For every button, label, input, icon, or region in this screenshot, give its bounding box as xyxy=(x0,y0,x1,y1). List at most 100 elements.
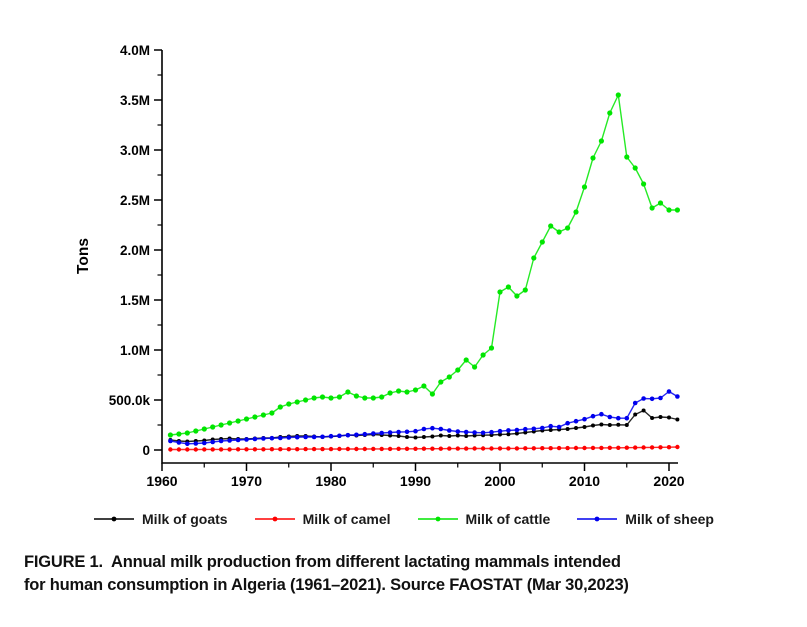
data-point xyxy=(345,389,351,395)
data-point xyxy=(193,428,199,434)
data-point xyxy=(632,400,638,406)
y-tick-label: 1.0M xyxy=(120,343,150,358)
data-point xyxy=(523,426,528,432)
series-milk-of-cattle xyxy=(167,92,681,438)
data-point xyxy=(666,445,672,450)
x-tick-label: 1980 xyxy=(315,473,346,489)
data-point xyxy=(286,435,292,440)
data-point xyxy=(531,255,537,261)
x-tick-label: 1960 xyxy=(146,473,177,489)
data-point xyxy=(379,446,384,452)
data-point xyxy=(624,445,629,450)
data-point xyxy=(328,433,334,439)
data-point xyxy=(421,446,427,451)
chart-legend: Milk of goats Milk of camel Milk of cattle… xyxy=(0,504,807,534)
data-point xyxy=(675,444,680,450)
caption-line-2: for human consumption in Algeria (1961–2… xyxy=(24,576,629,595)
data-point xyxy=(666,389,672,394)
data-point xyxy=(438,426,444,432)
legend-swatch-icon xyxy=(254,516,295,522)
y-tick-label: 1.5M xyxy=(120,293,150,308)
y-tick-label: 500.0k xyxy=(109,393,151,408)
data-point xyxy=(565,420,570,426)
data-point xyxy=(278,447,283,452)
data-point xyxy=(506,432,511,437)
data-point xyxy=(261,447,266,452)
data-point xyxy=(396,388,402,394)
data-point xyxy=(624,415,630,421)
legend-swatch-icon xyxy=(577,516,618,522)
data-point xyxy=(590,155,596,161)
data-point xyxy=(396,446,401,451)
data-point xyxy=(218,422,224,428)
caption-line-1: FIGURE 1. Annual milk production from di… xyxy=(24,553,621,571)
data-point xyxy=(210,447,215,452)
data-point xyxy=(210,424,216,430)
data-point xyxy=(168,447,173,452)
data-point xyxy=(556,445,562,451)
data-point xyxy=(438,433,443,438)
y-tick-label: 2.0M xyxy=(120,243,150,258)
data-point xyxy=(438,446,443,451)
data-point xyxy=(590,413,596,419)
data-point xyxy=(176,440,182,445)
y-tick-label: 3.5M xyxy=(120,93,150,108)
data-point xyxy=(498,432,502,437)
data-point xyxy=(412,387,419,393)
data-point xyxy=(446,374,452,380)
data-point xyxy=(632,165,638,171)
data-point xyxy=(573,209,579,215)
data-point xyxy=(269,435,275,441)
data-point xyxy=(464,434,469,438)
data-point xyxy=(565,225,571,231)
legend-swatch-icon xyxy=(417,516,458,522)
data-point xyxy=(294,434,300,440)
data-point xyxy=(286,447,291,452)
data-point xyxy=(379,394,385,400)
data-point xyxy=(548,423,553,429)
data-point xyxy=(168,438,173,444)
data-point xyxy=(674,207,681,213)
data-point xyxy=(667,415,671,420)
y-axis: 0 500.0k 1.0M 1.5M 2.0M 2.5M 3.0M 3.5M 4.0M xyxy=(109,43,162,458)
data-point xyxy=(624,154,630,160)
data-point xyxy=(396,434,401,438)
data-point xyxy=(405,435,409,439)
data-point xyxy=(607,445,612,450)
data-point xyxy=(235,437,241,443)
data-point xyxy=(244,447,249,452)
data-point xyxy=(649,205,655,211)
data-point xyxy=(261,436,266,441)
data-point xyxy=(311,395,317,401)
data-point xyxy=(328,395,334,401)
data-point xyxy=(616,422,621,427)
data-point xyxy=(506,446,511,451)
data-point xyxy=(404,446,410,451)
data-point xyxy=(286,401,292,407)
data-point xyxy=(607,423,612,427)
data-point xyxy=(607,110,613,116)
data-point xyxy=(319,394,326,400)
data-point xyxy=(218,438,224,444)
data-point xyxy=(430,425,435,431)
data-point xyxy=(548,223,554,229)
data-point xyxy=(371,431,376,436)
data-point xyxy=(599,422,604,427)
data-point xyxy=(337,446,342,452)
data-point xyxy=(531,446,536,451)
data-point xyxy=(539,239,545,245)
data-point xyxy=(210,439,215,445)
data-point xyxy=(311,434,317,440)
data-point xyxy=(243,416,250,422)
data-point xyxy=(252,414,258,420)
data-point xyxy=(523,430,528,435)
data-point xyxy=(370,395,376,401)
data-point xyxy=(599,411,604,417)
data-point xyxy=(480,446,486,451)
data-point xyxy=(303,446,308,452)
data-point xyxy=(227,438,232,443)
data-point xyxy=(666,207,672,213)
data-point xyxy=(616,445,621,450)
data-point xyxy=(675,417,680,422)
